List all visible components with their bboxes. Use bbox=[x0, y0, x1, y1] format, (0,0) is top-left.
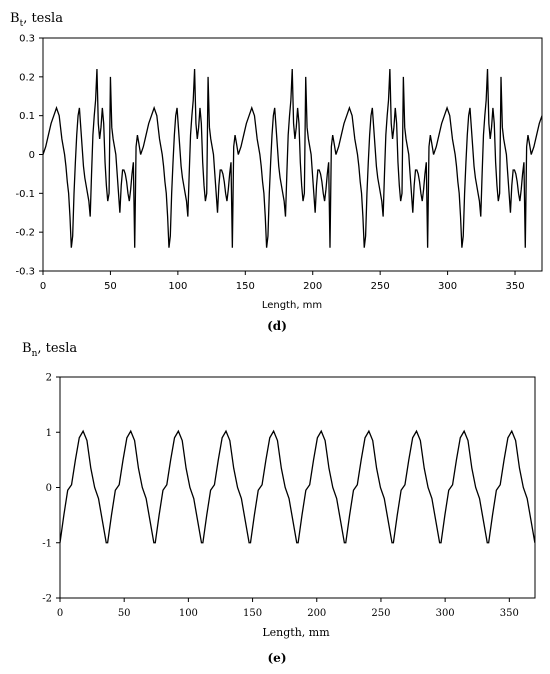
y-tick-label: -2 bbox=[42, 594, 52, 605]
x-ticks-d: 0 50 100 150 200 250 300 350 bbox=[40, 271, 525, 292]
y-tick-label: -0.2 bbox=[15, 228, 35, 239]
x-tick-label: 0 bbox=[57, 608, 63, 619]
y-tick-label: 0.3 bbox=[19, 34, 35, 45]
x-ticks-e: 0 50 100 150 200 250 300 350 bbox=[57, 598, 519, 619]
x-tick-label: 50 bbox=[104, 281, 117, 292]
x-tick-label: 100 bbox=[179, 608, 198, 619]
panel-label-e: (e) bbox=[268, 651, 287, 665]
xlabel-d: Length, mm bbox=[262, 300, 322, 311]
x-tick-label: 350 bbox=[500, 608, 519, 619]
x-tick-label: 150 bbox=[236, 281, 255, 292]
y-ticks-e: 2 1 0 -1 -2 bbox=[42, 373, 60, 605]
chart-d: Bt, tesla 0.3 0.2 0.1 0 -0.1 -0.2 -0.3 0 50 100 1… bbox=[10, 11, 543, 333]
x-tick-label: 150 bbox=[243, 608, 262, 619]
xlabel-e: Length, mm bbox=[262, 626, 330, 639]
y-tick-label: 2 bbox=[46, 373, 52, 384]
y-tick-label: -0.1 bbox=[15, 189, 35, 200]
panel-label-d: (d) bbox=[267, 319, 287, 333]
x-tick-label: 300 bbox=[438, 281, 457, 292]
x-tick-label: 200 bbox=[303, 281, 322, 292]
x-tick-label: 100 bbox=[168, 281, 187, 292]
series-line-d bbox=[42, 69, 543, 248]
y-tick-label: 1 bbox=[46, 428, 52, 439]
ylabel-d: Bt, tesla bbox=[10, 11, 63, 29]
y-tick-label: 0.1 bbox=[19, 111, 35, 122]
series-line-e bbox=[59, 429, 536, 544]
x-tick-label: 200 bbox=[307, 608, 326, 619]
plot-frame-e bbox=[59, 376, 536, 599]
x-tick-label: 250 bbox=[371, 608, 390, 619]
ylabel-e: Bn, tesla bbox=[22, 341, 77, 359]
x-tick-label: 350 bbox=[505, 281, 524, 292]
y-ticks-d: 0.3 0.2 0.1 0 -0.1 -0.2 -0.3 bbox=[15, 34, 43, 278]
y-tick-label: -1 bbox=[42, 538, 52, 549]
x-tick-label: 0 bbox=[40, 281, 46, 292]
y-tick-label: 0 bbox=[46, 483, 52, 494]
y-tick-label: 0.2 bbox=[19, 72, 35, 83]
x-tick-label: 50 bbox=[118, 608, 131, 619]
chart-e: Bn, tesla 210-1-2 0 50 100 150 200 250 300 350 … bbox=[22, 341, 536, 665]
x-tick-label: 300 bbox=[436, 608, 455, 619]
y-tick-label: -0.3 bbox=[15, 267, 35, 278]
x-tick-label: 250 bbox=[371, 281, 390, 292]
y-tick-label: 0 bbox=[29, 150, 35, 161]
